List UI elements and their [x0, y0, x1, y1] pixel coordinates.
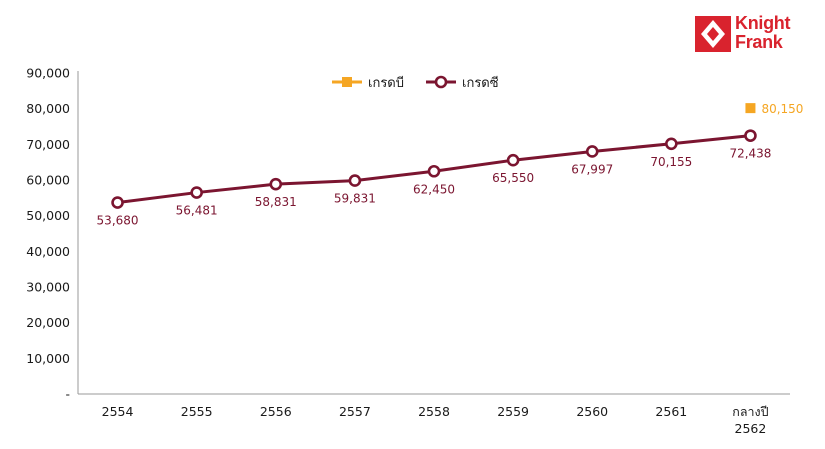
x-tick-labels: 2554 2555 2556 2557 2558 2559 2560 2561 กลางปี 25… [102, 404, 769, 436]
y-tick-label: 20,000 [26, 315, 70, 330]
legend-marker [342, 77, 352, 87]
y-tick-labels: - 10,000 20,000 30,000 40,000 50,000 60,000 70,… [26, 66, 70, 402]
knight-frank-logo: Knight Frank [695, 14, 805, 58]
x-tick-label: 2562 [735, 421, 767, 436]
data-label: 62,450 [413, 182, 455, 196]
data-point [585, 145, 599, 158]
logo-text: Knight Frank [735, 14, 790, 52]
logo-mark-icon [695, 16, 731, 52]
x-tick-label: 2558 [418, 404, 450, 419]
data-label: 80,150 [761, 102, 803, 116]
data-label: 70,155 [650, 155, 692, 169]
data-label: 56,481 [176, 204, 218, 218]
data-label: 67,997 [571, 162, 613, 176]
logo-line-1: Knight [735, 13, 791, 33]
legend: เกรดบี เกรดซี [332, 75, 499, 91]
data-point [190, 186, 203, 199]
y-tick-label: 40,000 [26, 244, 70, 259]
x-tick-label: 2561 [655, 404, 687, 419]
y-tick-label: 60,000 [26, 173, 70, 188]
y-tick-label: 30,000 [26, 280, 70, 295]
y-tick-label: 70,000 [26, 137, 70, 152]
data-point [427, 164, 441, 178]
y-tick-label: 80,000 [26, 101, 70, 116]
legend-label: เกรดซี [462, 75, 499, 91]
data-point [269, 177, 283, 191]
data-label: 65,550 [492, 171, 534, 185]
y-tick-label: 50,000 [26, 208, 70, 223]
legend-label: เกรดบี [368, 75, 404, 91]
x-tick-label: 2555 [181, 404, 213, 419]
y-tick-label: - [65, 387, 70, 402]
data-label: 72,438 [729, 147, 771, 161]
logo-line-2: Frank [735, 32, 783, 52]
data-point [744, 129, 757, 142]
data-point [745, 103, 756, 114]
legend-marker [434, 75, 448, 89]
y-tick-label: 10,000 [26, 351, 70, 366]
data-point [111, 196, 124, 209]
data-label: 58,831 [255, 195, 297, 209]
data-point [665, 137, 678, 151]
axes [77, 71, 790, 395]
x-tick-label: 2556 [260, 404, 292, 419]
series-layer: 80,150 53,680 56,481 58,831 59,831 62,450 65,5… [97, 102, 804, 227]
y-tick-label: 90,000 [26, 66, 70, 81]
x-tick-label: 2554 [102, 404, 134, 419]
data-point [348, 174, 362, 187]
data-label: 53,680 [97, 214, 139, 228]
x-tick-label: 2559 [497, 404, 529, 419]
data-point [506, 153, 520, 167]
x-tick-label: กลางปี [732, 404, 768, 419]
data-label: 59,831 [334, 192, 376, 206]
x-tick-label: 2560 [576, 404, 608, 419]
x-tick-label: 2557 [339, 404, 371, 419]
